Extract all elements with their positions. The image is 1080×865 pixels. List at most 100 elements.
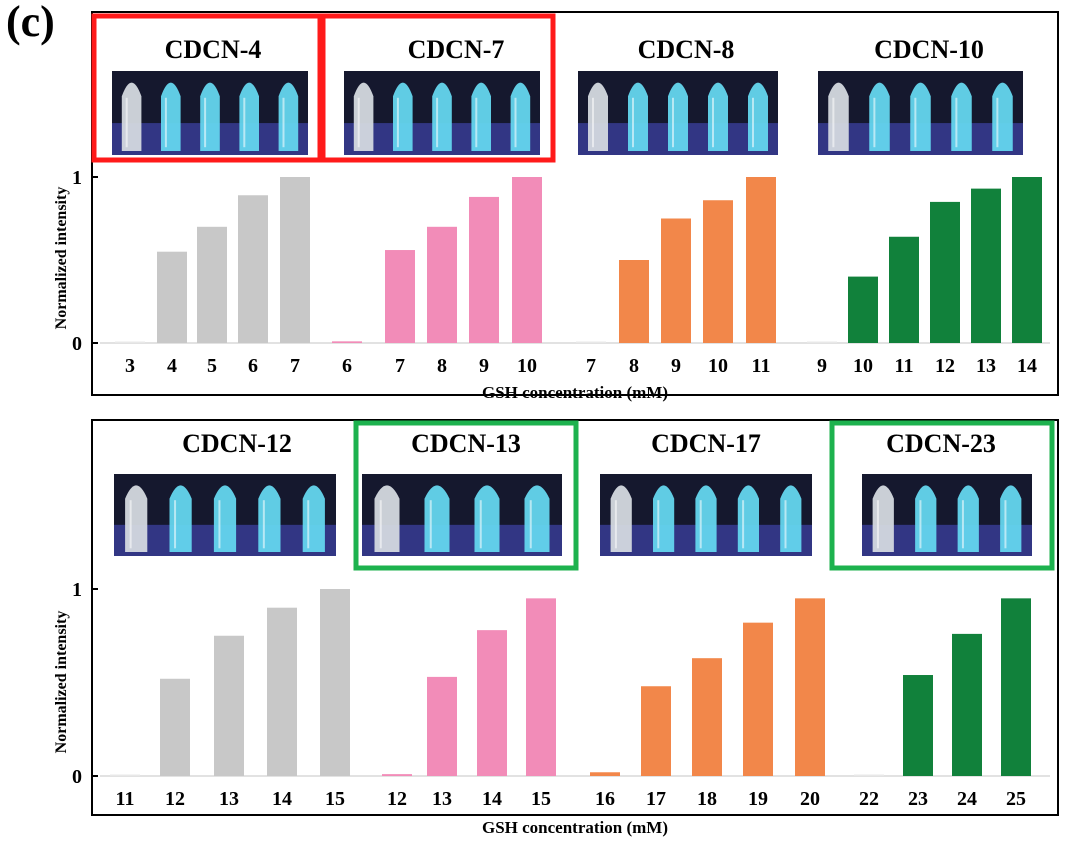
vial-tube-body [588, 82, 608, 151]
y-tick-label: 0 [72, 333, 82, 355]
x-tick-label: 15 [531, 788, 551, 810]
x-tick-label: 17 [646, 788, 666, 810]
highlight-box [353, 420, 579, 571]
vial-tube [992, 82, 1013, 151]
x-tick-label: 7 [395, 355, 405, 377]
vial-tube [510, 82, 531, 151]
vial-tube-body [302, 485, 325, 552]
x-tick-label: 11 [116, 788, 135, 810]
vial-tube-body [471, 82, 491, 151]
x-tick-label: 23 [908, 788, 928, 810]
group-cdcn-10: CDCN-10 9 10 11 12 13 14 [807, 35, 1042, 377]
y-tick-label: 0 [72, 766, 82, 788]
vial-tube-body [653, 485, 675, 552]
x-tick-label: 9 [479, 355, 489, 377]
vial-tube-body [161, 82, 181, 151]
vial-tube [957, 485, 979, 552]
vial-tube-body [780, 485, 802, 552]
bar [1001, 598, 1031, 776]
vial-tube-body [524, 485, 550, 552]
group-cdcn-13: CDCN-13 12 13 14 15 [362, 429, 562, 810]
x-tick-label: 4 [167, 355, 177, 377]
x-tick-label: 20 [800, 788, 820, 810]
vial-tube [524, 485, 550, 552]
vial-tube [424, 485, 450, 552]
vial-tube [121, 82, 142, 151]
vial-tube-body [258, 485, 281, 552]
x-axis-label: GSH concentration (mM) [482, 818, 668, 837]
vial-tube-body [748, 82, 768, 151]
x-tick-label: 12 [387, 788, 407, 810]
bar [332, 341, 362, 343]
vial-tube-body [610, 485, 632, 552]
vial-tube [695, 485, 717, 552]
x-tick-label: 6 [342, 355, 352, 377]
vial-tube [239, 82, 259, 151]
vial-tube [125, 485, 148, 552]
bar [848, 276, 878, 343]
bar [641, 686, 671, 776]
bar [385, 250, 415, 343]
vial-tube [302, 485, 325, 552]
bar [619, 260, 649, 343]
group-title: CDCN-13 [411, 429, 521, 458]
vial-tube-body [708, 82, 728, 151]
bar [427, 226, 457, 343]
vial-tube-body [213, 485, 237, 552]
x-tick-label: 10 [853, 355, 873, 377]
x-tick-label: 7 [586, 355, 596, 377]
bar [746, 177, 776, 343]
x-tick-label: 14 [1017, 355, 1037, 377]
vial-tube-body [432, 82, 452, 151]
vial-tube-body [1000, 485, 1022, 552]
bar [477, 630, 507, 776]
vial-tube [588, 82, 608, 151]
vial-tube-body [628, 82, 648, 151]
bar [971, 188, 1001, 343]
vial-tube-body [424, 485, 450, 552]
x-tick-label: 13 [219, 788, 239, 810]
vial-tube [610, 485, 632, 552]
bar [1012, 177, 1042, 343]
bar [526, 598, 556, 776]
x-tick-label: 15 [325, 788, 345, 810]
vial-tube-body [957, 485, 979, 552]
x-tick-label: 10 [517, 355, 537, 377]
bar [703, 200, 733, 343]
vial-tube-body [951, 82, 972, 151]
x-tick-label: 16 [595, 788, 615, 810]
x-tick-label: 9 [671, 355, 681, 377]
x-tick-label: 11 [895, 355, 914, 377]
x-tick-label: 8 [629, 355, 639, 377]
vial-tube [737, 485, 759, 552]
bar [576, 341, 606, 343]
panel-label: (c) [6, 0, 55, 46]
bar [267, 607, 297, 776]
bar [427, 676, 457, 776]
vial-tube [951, 82, 972, 151]
x-tick-label: 5 [207, 355, 217, 377]
vial-photo [818, 71, 1023, 155]
vial-photo [578, 71, 778, 155]
bar [807, 341, 837, 343]
bar [590, 772, 620, 776]
vial-tube [278, 82, 299, 151]
x-tick-label: 14 [482, 788, 502, 810]
group-title: CDCN-7 [408, 35, 505, 64]
vial-tube-body [353, 82, 374, 151]
vial-photo [344, 71, 540, 155]
bar [469, 196, 499, 343]
bar [512, 177, 542, 343]
vial-tube [748, 82, 768, 151]
x-tick-label: 14 [272, 788, 292, 810]
group-title: CDCN-17 [651, 429, 761, 458]
vial-tube-body [869, 82, 890, 151]
x-axis-label: GSH concentration (mM) [482, 383, 668, 402]
vial-tube [432, 82, 452, 151]
vial-tube-body [125, 485, 148, 552]
vial-tube [393, 82, 413, 151]
x-tick-label: 22 [859, 788, 879, 810]
bar [280, 177, 310, 343]
vial-tube [353, 82, 374, 151]
